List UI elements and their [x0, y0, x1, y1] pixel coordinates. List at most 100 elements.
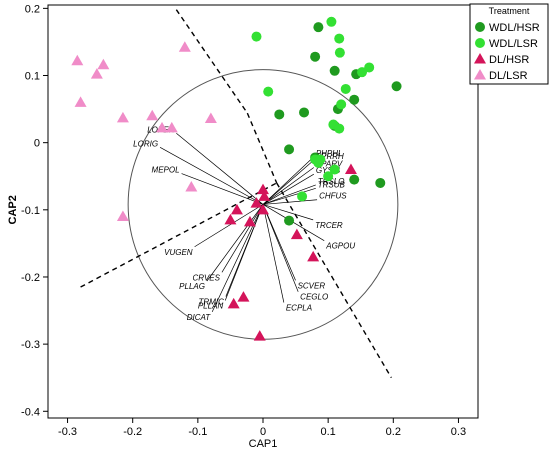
legend-label: DL/LSR	[489, 70, 528, 82]
vector-line	[262, 167, 315, 205]
vector-label: GYSIS	[316, 166, 341, 175]
legend-marker	[475, 38, 485, 48]
data-point	[284, 144, 295, 155]
vector-label: TRMIC	[199, 297, 225, 306]
data-point	[340, 83, 351, 94]
vector-label: AGPOU	[325, 242, 355, 251]
data-point	[290, 228, 303, 240]
data-point	[334, 47, 345, 58]
vector-line	[262, 187, 316, 205]
legend-marker	[474, 69, 486, 80]
vector-line	[211, 204, 264, 313]
vector-label: ECPLA	[286, 303, 312, 312]
data-point	[284, 215, 295, 226]
data-point	[253, 330, 266, 341]
vector-label: SPRRH	[316, 152, 344, 161]
data-point	[74, 96, 87, 107]
vector-label: DICAT	[187, 313, 212, 322]
legend-marker	[474, 53, 486, 64]
y-tick-label: -0.4	[21, 406, 40, 418]
divider-lines	[80, 9, 392, 379]
data-point	[310, 51, 321, 62]
data-point	[364, 62, 375, 73]
data-point	[326, 16, 337, 27]
data-point	[178, 41, 191, 52]
data-point	[391, 81, 402, 92]
data-point	[257, 183, 269, 195]
data-point	[185, 180, 198, 192]
data-point	[349, 94, 360, 105]
data-point	[313, 157, 324, 168]
vector-label: CEGLO	[300, 293, 328, 302]
data-point	[334, 33, 345, 44]
axes: -0.3 -0.2 -0.1 0 0.1 0.2 0.3 -0.4 -0.3 -0.2 -0.1 0 0…	[21, 3, 466, 438]
legend-label: WDL/HSR	[489, 22, 540, 34]
vector-label: PHPHL	[316, 149, 343, 158]
vector-line	[176, 132, 264, 205]
data-point	[243, 215, 256, 227]
vector-label: VUGEN	[164, 248, 193, 257]
vector-line	[224, 204, 264, 301]
vector-label: TRCER	[315, 221, 343, 230]
divider-line	[80, 182, 278, 288]
legend-title: Treatment	[489, 6, 530, 16]
data-point	[313, 22, 324, 33]
data-point	[323, 171, 334, 182]
data-point	[299, 107, 310, 118]
data-point	[224, 213, 237, 225]
vector-line	[262, 173, 314, 205]
x-tick-label: -0.3	[58, 426, 77, 438]
vector-line	[262, 204, 285, 303]
divider-line	[276, 182, 392, 379]
vector-line	[262, 204, 299, 292]
x-tick-label: -0.2	[123, 426, 142, 438]
vector-label: TRSLO	[318, 177, 345, 186]
vector-line	[159, 147, 264, 205]
vector-label: TRSUB	[318, 180, 346, 189]
vector-label: PLLAG	[179, 282, 205, 291]
data-point	[307, 250, 320, 262]
data-point	[227, 297, 240, 309]
vector-label: PLLAN	[198, 301, 224, 310]
data-point	[97, 58, 110, 70]
data-point	[71, 54, 84, 66]
legend-label: WDL/LSR	[489, 38, 538, 50]
data-point	[250, 197, 263, 208]
y-tick-label: 0.1	[25, 71, 40, 83]
data-point	[257, 203, 269, 215]
data-point	[116, 210, 129, 222]
data-point	[251, 31, 262, 42]
vector-label: APARV	[315, 160, 343, 169]
y-axis-title: CAP2	[7, 195, 19, 224]
y-tick-label: -0.1	[21, 205, 40, 217]
vector-label: SCVER	[298, 281, 326, 290]
legend-entries: WDL/HSR WDL/LSR DL/HSR DL/LSR	[474, 22, 540, 82]
divider-line	[246, 112, 278, 184]
vector-label: LORIG	[133, 139, 158, 148]
data-point	[237, 291, 250, 302]
vector-line	[262, 204, 314, 221]
x-tick-label: 0.3	[451, 426, 466, 438]
x-tick-label: 0	[260, 426, 266, 438]
data-point	[230, 203, 243, 215]
divider-line	[175, 9, 248, 114]
vector-label: MEPOL	[152, 166, 180, 175]
vector-line	[262, 199, 318, 205]
data-point	[263, 86, 274, 97]
data-point	[357, 67, 368, 78]
vector-line	[262, 156, 315, 205]
vector-line	[262, 184, 316, 205]
data-point	[258, 190, 271, 201]
vector-line	[262, 159, 315, 205]
data-points	[71, 16, 402, 341]
vector-line	[181, 173, 264, 205]
vector-line	[206, 204, 264, 282]
data-point	[334, 123, 345, 134]
legend-label: DL/HSR	[489, 54, 529, 66]
vector-line	[194, 204, 264, 248]
data-point	[375, 177, 386, 188]
y-tick-label: 0	[34, 138, 40, 150]
data-point	[156, 121, 169, 133]
vector-overlay: LOPERLORIGMEPOLPHPHLSPRRHAPARVGYSISTRSLO…	[133, 125, 355, 322]
